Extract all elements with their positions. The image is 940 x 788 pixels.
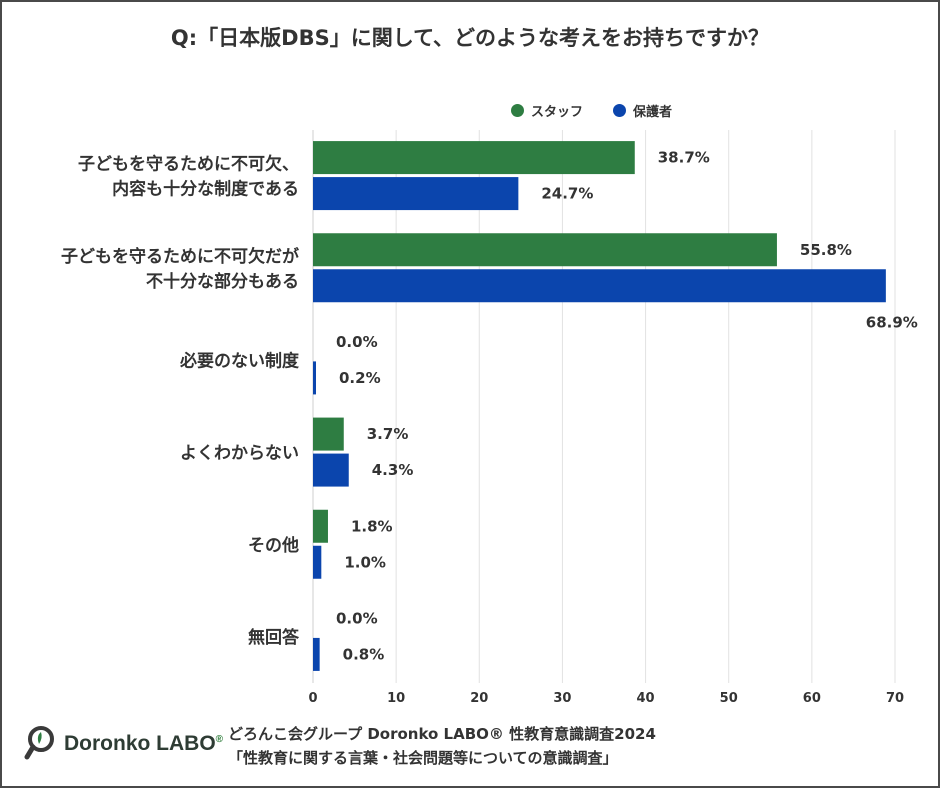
data-label: 0.2%: [339, 369, 381, 387]
data-label: 55.8%: [800, 241, 852, 259]
data-label: 0.0%: [336, 609, 378, 627]
data-label: 3.7%: [367, 425, 409, 443]
x-tick-label: 40: [637, 691, 655, 706]
x-tick-label: 20: [470, 691, 488, 706]
legend-swatch-parent: [613, 104, 627, 117]
x-tick-label: 70: [886, 691, 904, 706]
legend-swatch-staff: [511, 104, 524, 117]
data-label: 4.3%: [372, 461, 414, 479]
x-tick-label: 60: [803, 691, 821, 706]
chart-title: Q:「日本版DBS」に関して、どのような考えをお持ちですか？: [170, 26, 770, 50]
data-label: 0.0%: [336, 333, 378, 351]
category-label: 子どもを守るために不可欠だが: [61, 246, 299, 267]
category-label: 無回答: [248, 627, 300, 648]
bar-staff: [313, 509, 328, 543]
logo-text: Doronko LABO®: [64, 732, 224, 755]
bar-staff: [313, 233, 777, 267]
footer-line-2: 「性教育に関する言葉・社会問題等についての意識調査」: [228, 749, 618, 767]
x-tick-label: 10: [387, 691, 405, 706]
category-label: 内容も十分な制度である: [112, 179, 299, 200]
data-label: 1.8%: [351, 517, 393, 535]
category-label: よくわからない: [180, 444, 299, 464]
bar-parent: [313, 545, 322, 579]
footer: どろんこ会グループ Doronko LABO® 性教育意識調査2024 「性教育…: [228, 722, 656, 770]
data-label: 1.0%: [344, 553, 386, 571]
x-tick-label: 30: [553, 691, 571, 706]
bar-parent: [313, 177, 519, 211]
data-label: 24.7%: [541, 185, 593, 203]
data-label: 38.7%: [658, 149, 710, 167]
x-tick-label: 0: [308, 691, 317, 706]
x-tick-label: 50: [720, 691, 738, 706]
legend: スタッフ 保護者: [511, 101, 702, 120]
data-label: 68.9%: [866, 313, 918, 331]
legend-item-parent: 保護者: [613, 101, 672, 120]
legend-label-parent: 保護者: [633, 105, 673, 120]
data-label: 0.8%: [343, 645, 385, 663]
bar-parent: [313, 361, 316, 395]
category-label: 子どもを守るために不可欠、: [78, 154, 299, 175]
bar-staff: [313, 141, 635, 175]
category-label: 必要のない制度: [179, 350, 300, 371]
footer-line-1: どろんこ会グループ Doronko LABO® 性教育意識調査2024: [228, 725, 656, 743]
bar-parent: [313, 637, 320, 671]
legend-label-staff: スタッフ: [531, 105, 584, 120]
magnifier-logo-icon: [24, 726, 54, 760]
bar-parent: [313, 269, 886, 303]
category-label: その他: [248, 535, 299, 556]
legend-item-staff: スタッフ: [511, 101, 583, 120]
bar-staff: [313, 417, 344, 451]
category-label: 不十分な部分もある: [146, 271, 299, 292]
logo: Doronko LABO®: [24, 724, 223, 764]
bar-parent: [313, 453, 349, 487]
